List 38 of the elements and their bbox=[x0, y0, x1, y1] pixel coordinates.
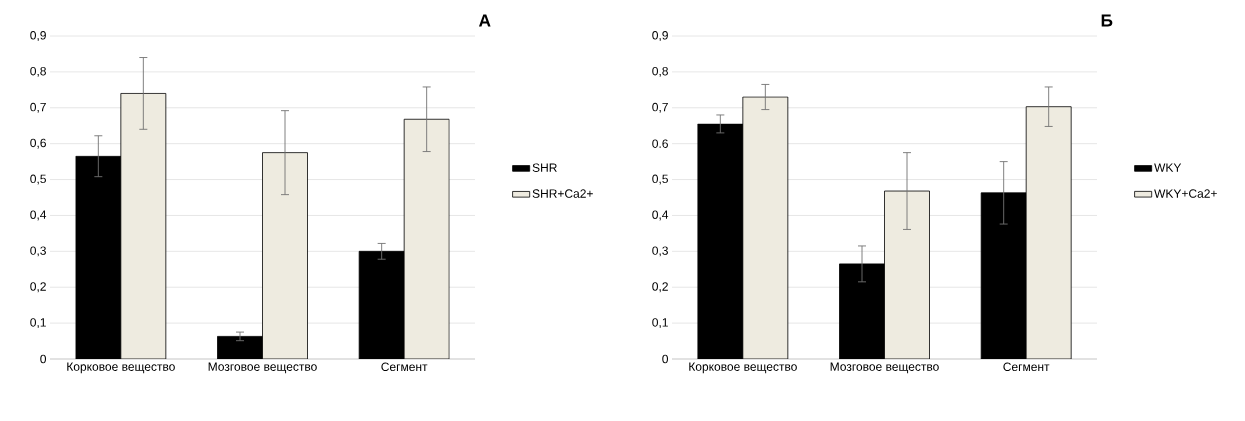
x-tick-label: Корковое вещество bbox=[67, 362, 175, 374]
y-tick-label: 0,2 bbox=[30, 282, 46, 293]
chart-title: А bbox=[478, 14, 491, 27]
bar bbox=[884, 190, 930, 359]
y-tick-label: 0.6 bbox=[652, 139, 668, 148]
y-tick-label: 0,7 bbox=[30, 102, 46, 113]
bar bbox=[120, 93, 167, 359]
x-tick-label: Сегмент bbox=[381, 362, 428, 372]
y-tick-label: 0,9 bbox=[652, 31, 668, 41]
y-tick-label: 0,2 bbox=[652, 282, 668, 293]
chart-title: Б bbox=[1101, 14, 1113, 27]
y-tick-label: 0 bbox=[40, 354, 47, 364]
legend-label: SHR+Ca2+ bbox=[532, 189, 593, 198]
bar bbox=[742, 96, 789, 359]
y-tick-label: 0,8 bbox=[652, 66, 668, 77]
legend-label: WKY+Ca2+ bbox=[1154, 189, 1217, 198]
legend-label: WKY bbox=[1154, 163, 1182, 172]
y-tick-label: 0,4 bbox=[30, 210, 47, 221]
bar bbox=[403, 118, 450, 359]
y-tick-label: 0 bbox=[662, 354, 669, 364]
y-tick-label: 0,3 bbox=[30, 246, 46, 257]
x-tick-label: Мозговое вещество bbox=[208, 362, 317, 374]
y-tick-label: 0,3 bbox=[652, 246, 668, 257]
x-tick-label: Сегмент bbox=[1003, 362, 1050, 372]
y-tick-label: 0,4 bbox=[652, 210, 669, 221]
legend-label: SHR bbox=[532, 163, 557, 172]
bar bbox=[262, 152, 308, 359]
y-tick-label: 0,1 bbox=[30, 318, 46, 329]
bar bbox=[1025, 106, 1072, 359]
y-tick-label: 0,8 bbox=[30, 66, 46, 77]
y-tick-label: 0,7 bbox=[652, 102, 668, 113]
y-tick-label: 0,5 bbox=[652, 174, 668, 185]
x-tick-label: Мозговое вещество bbox=[830, 362, 939, 374]
y-tick-label: 0,9 bbox=[30, 31, 46, 41]
x-tick-label: Корковое вещество bbox=[689, 362, 797, 374]
y-tick-label: 0,5 bbox=[30, 174, 46, 185]
y-tick-label: 0,1 bbox=[652, 318, 668, 329]
y-tick-label: 0,6 bbox=[30, 138, 46, 149]
